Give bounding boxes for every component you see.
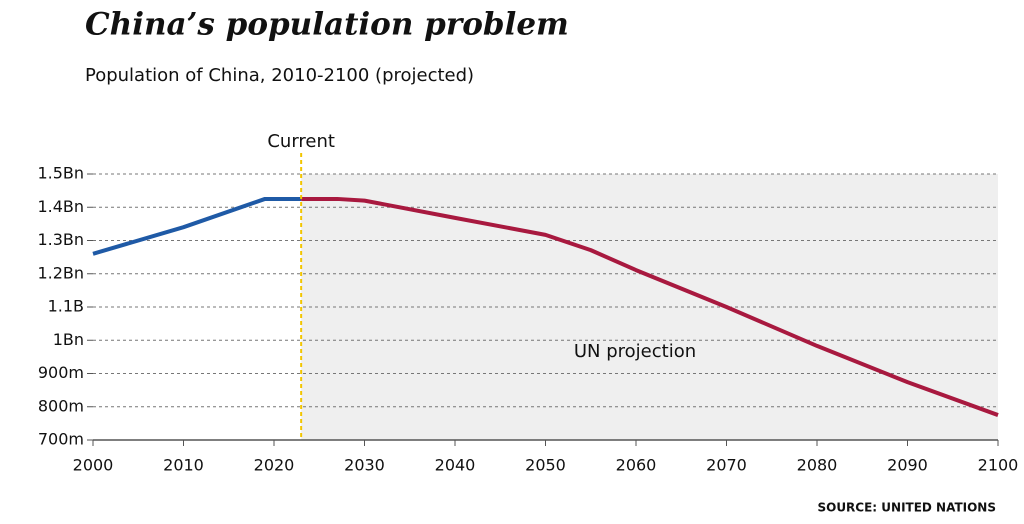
chart-title: China’s population problem bbox=[85, 7, 569, 43]
x-tick-label: 2020 bbox=[254, 456, 295, 475]
y-tick-label: 1.1B bbox=[48, 297, 84, 316]
y-tick-label: 1.5Bn bbox=[37, 164, 84, 183]
y-tick-label: 1.3Bn bbox=[37, 230, 84, 249]
x-tick-label: 2050 bbox=[525, 456, 566, 475]
x-tick-label: 2070 bbox=[706, 456, 747, 475]
series-line bbox=[92, 196, 302, 256]
y-tick-label: 800m bbox=[38, 396, 84, 415]
y-tick-label: 700m bbox=[38, 430, 84, 449]
x-tick-label: 2090 bbox=[887, 456, 928, 475]
x-tick-label: 2040 bbox=[435, 456, 476, 475]
x-tick-label: 2000 bbox=[73, 456, 114, 475]
series-line bbox=[301, 196, 999, 417]
x-tick-label: 2080 bbox=[797, 456, 838, 475]
y-tick-label: 1.4Bn bbox=[37, 197, 84, 216]
x-tick-label: 2060 bbox=[616, 456, 657, 475]
source: SOURCE: UNITED NATIONS bbox=[817, 501, 996, 515]
x-tick-label: 2010 bbox=[163, 456, 204, 475]
y-tick-label: 1Bn bbox=[53, 330, 84, 349]
x-tick-label: 2100 bbox=[978, 456, 1019, 475]
chart-subtitle: Population of China, 2010-2100 (projecte… bbox=[85, 65, 474, 86]
current-label: Current bbox=[267, 131, 335, 152]
y-tick-label: 900m bbox=[38, 363, 84, 382]
y-tick-label: 1.2Bn bbox=[37, 263, 84, 282]
projection-label: UN projection bbox=[574, 341, 696, 362]
x-tick-label: 2030 bbox=[344, 456, 385, 475]
